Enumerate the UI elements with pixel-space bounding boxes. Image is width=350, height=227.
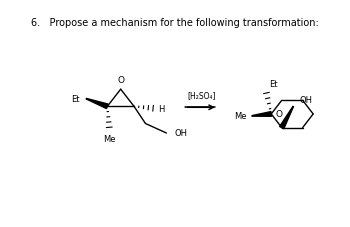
Text: H: H (158, 104, 164, 113)
Text: 6.   Propose a mechanism for the following transformation:: 6. Propose a mechanism for the following… (31, 17, 319, 27)
Text: Me: Me (103, 134, 116, 143)
Polygon shape (280, 107, 293, 129)
Polygon shape (252, 112, 272, 117)
Text: [H₂SO₄]: [H₂SO₄] (187, 90, 216, 99)
Polygon shape (86, 99, 108, 109)
Text: OH: OH (300, 95, 313, 104)
Text: O: O (275, 109, 282, 118)
Text: Me: Me (234, 112, 246, 121)
Text: Et: Et (270, 80, 278, 89)
Text: Et: Et (71, 95, 80, 104)
Text: O: O (117, 76, 124, 85)
Text: OH: OH (175, 128, 188, 137)
